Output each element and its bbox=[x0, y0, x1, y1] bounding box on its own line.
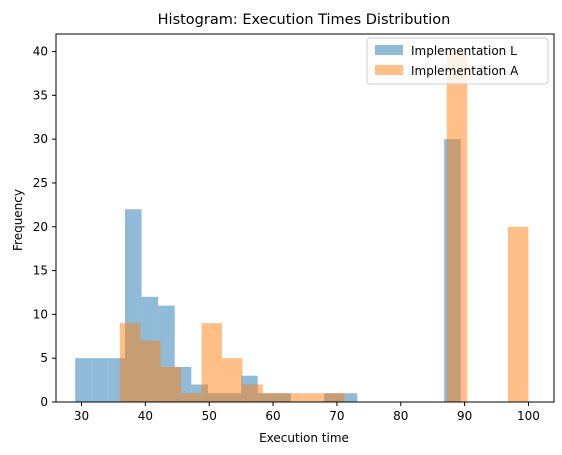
bar-series1-bin10 bbox=[324, 393, 345, 402]
x-tick-label-3: 60 bbox=[265, 409, 280, 423]
x-tick-label-1: 40 bbox=[138, 409, 153, 423]
bar-series1-bin9 bbox=[303, 393, 325, 402]
bar-series1-bin0 bbox=[119, 323, 141, 402]
legend-swatch-1 bbox=[375, 65, 403, 75]
legend-label-0: Implementation L bbox=[411, 44, 517, 58]
y-tick-label-5: 25 bbox=[33, 176, 48, 190]
y-tick-label-4: 20 bbox=[33, 220, 48, 234]
bar-series1-bin8 bbox=[283, 393, 304, 402]
x-tick-label-0: 30 bbox=[74, 409, 89, 423]
y-tick-label-2: 10 bbox=[33, 307, 48, 321]
x-tick-label-7: 100 bbox=[517, 409, 540, 423]
bar-series0-bin1 bbox=[91, 358, 109, 402]
bar-series1-bin7 bbox=[262, 393, 284, 402]
legend-frame bbox=[366, 37, 549, 85]
bar-series1-bin4 bbox=[201, 323, 222, 402]
legend: Implementation L Implementation A bbox=[366, 37, 549, 85]
bar-series1-bin6 bbox=[242, 384, 263, 402]
x-axis-label: Execution time bbox=[259, 431, 349, 445]
y-tick-label-1: 5 bbox=[40, 351, 48, 365]
y-tick-label-6: 30 bbox=[33, 132, 48, 146]
y-axis-ticks: 0 5 10 15 20 25 30 35 40 bbox=[33, 45, 56, 409]
y-tick-label-0: 0 bbox=[40, 395, 48, 409]
bar-series1-bin11 bbox=[446, 51, 468, 403]
x-tick-label-6: 90 bbox=[457, 409, 472, 423]
plot-frame bbox=[55, 33, 555, 403]
bar-series1-bin3 bbox=[181, 393, 202, 402]
y-tick-label-8: 40 bbox=[33, 45, 48, 59]
chart-title: Histogram: Execution Times Distribution bbox=[158, 12, 451, 28]
bar-series1-bin1 bbox=[140, 340, 161, 402]
bar-series0-bin0 bbox=[75, 358, 92, 402]
x-tick-label-5: 80 bbox=[393, 409, 408, 423]
legend-label-1: Implementation A bbox=[411, 64, 519, 78]
bar-series1-bin5 bbox=[222, 358, 243, 402]
x-tick-label-2: 50 bbox=[202, 409, 217, 423]
bars-layer bbox=[75, 51, 529, 403]
y-tick-label-7: 35 bbox=[33, 88, 48, 102]
y-axis-label: Frequency bbox=[11, 189, 25, 251]
bar-series1-bin2 bbox=[160, 366, 182, 402]
y-tick-label-3: 15 bbox=[33, 264, 48, 278]
x-tick-label-4: 70 bbox=[329, 409, 344, 423]
legend-swatch-0 bbox=[375, 45, 403, 55]
x-axis-ticks: 30 40 50 60 70 80 90 100 bbox=[74, 402, 540, 423]
bar-series0-bin16 bbox=[340, 393, 358, 402]
bar-series1-bin12 bbox=[508, 226, 529, 402]
